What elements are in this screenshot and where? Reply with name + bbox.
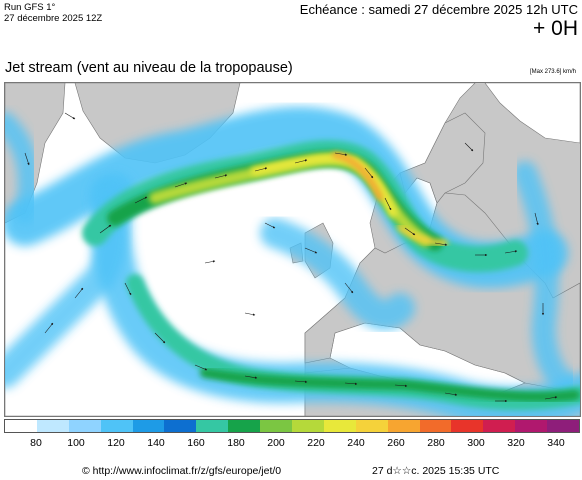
legend-swatch [515,420,548,432]
map-canvas [5,83,580,416]
wind-arrows [24,112,558,403]
legend-tick-label: 340 [547,437,565,449]
scandinavia [399,112,486,204]
legend-ticks: 80 100 120 140 160 180 200 220 240 260 280 300 320 34… [4,437,580,449]
legend-swatch [36,420,69,432]
legend-tick-label: 160 [187,437,205,449]
legend-swatch [292,420,324,432]
legend-swatch [355,420,388,432]
run-label: Run GFS 1° [4,2,56,13]
legend-tick-label: 120 [107,437,125,449]
legend-tick-label: 200 [267,437,285,449]
legend-swatch [387,420,420,432]
wind-speed-legend: 80 100 120 140 160 180 200 220 240 260 280 300 320 34… [4,419,580,449]
legend-tick-label: 140 [147,437,165,449]
legend-swatch [483,420,516,432]
legend-swatch [68,420,101,432]
forecast-time: Echéance : samedi 27 décembre 2025 12h U… [299,2,578,17]
source-url: © http://www.infoclimat.fr/z/gfs/europe/… [82,465,282,477]
legend-tick-label: 320 [507,437,525,449]
legend-tick-label: 300 [467,437,485,449]
legend-swatch [419,420,452,432]
legend-color-bar [4,419,580,433]
max-wind-label: [Max 273.6] km/h [529,69,576,75]
jet-stream-map [4,82,581,417]
legend-swatch [547,420,580,432]
legend-tick-label: 280 [427,437,445,449]
legend-tick-label: 180 [227,437,245,449]
map-title: Jet stream (vent au niveau de la tropopa… [5,60,293,76]
legend-swatch [228,420,261,432]
legend-swatch [164,420,197,432]
legend-tick-label: 100 [67,437,85,449]
legend-tick-label: 80 [30,437,42,449]
legend-swatch [451,420,484,432]
legend-swatch [196,420,229,432]
legend-swatch [132,420,165,432]
legend-tick-label: 240 [347,437,365,449]
run-date: 27 décembre 2025 12Z [4,13,103,24]
legend-tick-label: 260 [387,437,405,449]
legend-swatch [100,420,133,432]
forecast-offset: + 0H [533,17,578,40]
legend-swatch [260,420,293,432]
run-info: Run GFS 1° 27 décembre 2025 12Z [4,2,102,24]
generated-time: 27 d☆☆c. 2025 15:35 UTC [372,465,500,477]
legend-swatch [5,420,37,432]
legend-tick-label: 220 [307,437,325,449]
legend-swatch [323,420,356,432]
